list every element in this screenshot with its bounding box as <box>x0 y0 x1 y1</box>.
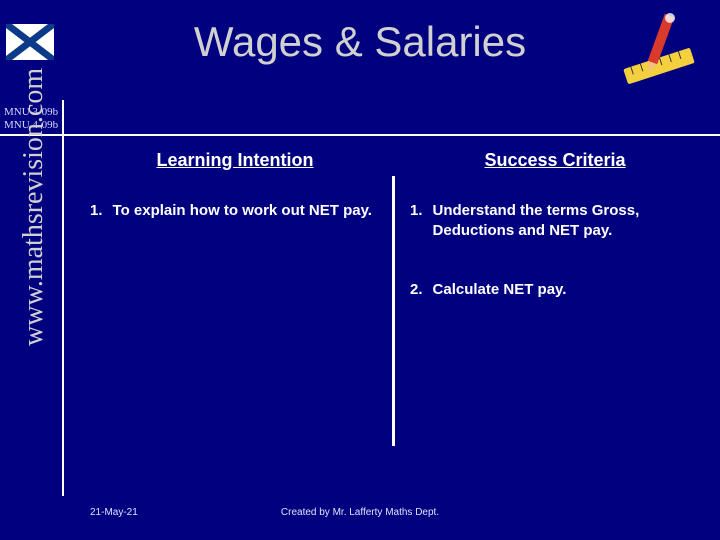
slide-title: Wages & Salaries <box>194 18 526 65</box>
center-divider <box>392 176 395 446</box>
learning-intention-column: Learning Intention 1. To explain how to … <box>90 150 380 259</box>
item-text: To explain how to work out NET pay. <box>113 201 372 221</box>
criteria-item: 1. Understand the terms Gross, Deduction… <box>410 201 700 242</box>
horizontal-divider <box>0 134 720 136</box>
item-number: 1. <box>90 201 103 221</box>
footer-credit: Created by Mr. Lafferty Maths Dept. <box>0 507 720 518</box>
success-criteria-column: Success Criteria 1. Understand the terms… <box>410 150 700 338</box>
item-text: Calculate NET pay. <box>433 280 567 300</box>
success-criteria-heading: Success Criteria <box>410 150 700 171</box>
item-number: 1. <box>410 201 423 242</box>
content-area: Learning Intention 1. To explain how to … <box>80 150 700 490</box>
vertical-divider <box>62 100 64 496</box>
slide-title-row: Wages & Salaries <box>0 18 720 66</box>
item-number: 2. <box>410 280 423 300</box>
learning-intention-heading: Learning Intention <box>90 150 380 171</box>
intention-item: 1. To explain how to work out NET pay. <box>90 201 380 221</box>
item-text: Understand the terms Gross, Deductions a… <box>433 201 700 242</box>
criteria-item: 2. Calculate NET pay. <box>410 280 700 300</box>
side-url: www.mathsrevision.com <box>18 68 50 346</box>
